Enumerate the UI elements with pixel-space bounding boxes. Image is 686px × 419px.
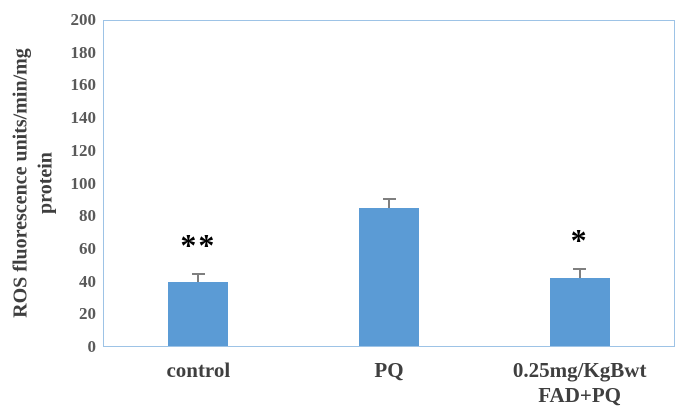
y-axis-tick-label: 40 — [79, 271, 96, 291]
y-axis-tick-label: 80 — [79, 206, 96, 226]
x-category-label: 0.25mg/KgBwt FAD+PQ — [512, 358, 647, 407]
y-axis-tick-label: 100 — [70, 173, 97, 193]
x-category-label: PQ — [374, 358, 404, 382]
significance-annotation: ** — [180, 227, 217, 264]
y-axis-tick-label: 160 — [70, 75, 97, 95]
y-axis-tick-label: 60 — [79, 238, 96, 258]
y-axis-tick-label: 140 — [70, 108, 97, 128]
error-bar-line — [197, 275, 200, 282]
x-category-label: control — [166, 358, 231, 382]
y-axis-tick-label: 180 — [70, 42, 97, 62]
bar-control — [168, 281, 229, 346]
error-bar-cap — [191, 273, 205, 276]
error-bar-cap — [573, 268, 587, 271]
bar-0-25mg-kgbwt — [549, 278, 610, 346]
error-bar-line — [388, 199, 390, 209]
y-axis-tick-label: 20 — [79, 304, 96, 324]
error-bar-line — [578, 270, 581, 279]
error-bar-cap — [382, 197, 396, 200]
bar-pq — [359, 208, 419, 346]
y-axis-tick-label: 200 — [70, 10, 97, 29]
y-axis-tick-label: 120 — [70, 140, 97, 160]
significance-annotation: * — [570, 222, 589, 259]
y-axis-tick-label: 0 — [87, 337, 97, 356]
